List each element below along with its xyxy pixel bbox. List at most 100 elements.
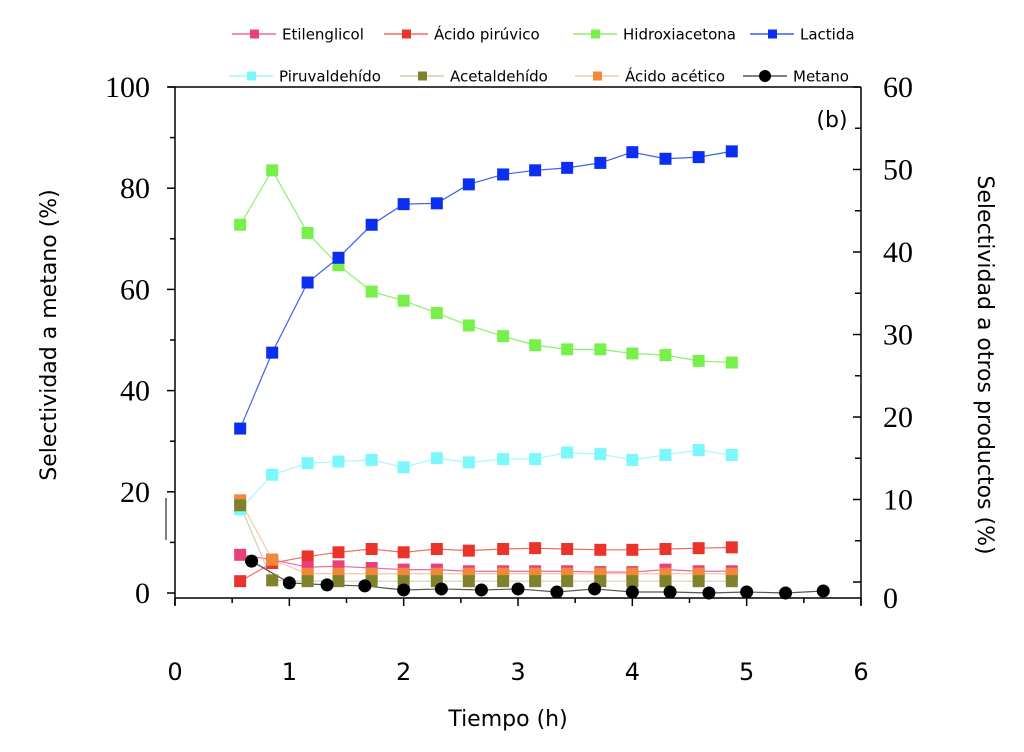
- data-point-acido-piruvico: [725, 541, 738, 554]
- legend-item-metano: Metano: [743, 68, 849, 86]
- series-line-acido-piruvico: [239, 546, 732, 582]
- series-markers: [234, 145, 830, 600]
- legend-label: Hidroxiacetona: [623, 26, 736, 44]
- x-tick-label: 4: [625, 658, 640, 686]
- right-tick-label: 60: [883, 71, 913, 104]
- left-tick-label: 20: [120, 476, 150, 509]
- data-point-lactida: [462, 178, 475, 191]
- data-point-piruvaldehido: [430, 452, 443, 465]
- data-point-acetaldehido: [725, 575, 738, 588]
- legend-label: Ácido pirúvico: [434, 25, 540, 44]
- data-point-lactida: [234, 422, 247, 435]
- x-tick-label: 2: [396, 658, 411, 686]
- data-point-hidroxiacetona: [659, 349, 672, 362]
- data-point-metano: [588, 582, 602, 596]
- left-tick-label: 60: [120, 273, 150, 306]
- data-point-piruvaldehido: [725, 448, 738, 461]
- data-point-acido-piruvico: [397, 546, 410, 559]
- left-axis-title: Selectividad a metano (%): [37, 189, 62, 481]
- data-point-acetaldehido: [462, 575, 475, 588]
- data-point-acetaldehido: [497, 575, 510, 588]
- x-tick-label: 3: [510, 658, 525, 686]
- data-point-etilenglicol: [234, 548, 247, 561]
- data-point-acido-piruvico: [332, 546, 345, 559]
- data-point-metano: [625, 585, 639, 599]
- data-point-metano: [816, 584, 830, 598]
- data-point-metano: [511, 582, 525, 596]
- legend-marker-square: [593, 71, 602, 81]
- data-point-hidroxiacetona: [626, 347, 639, 360]
- series-line-metano: [251, 560, 824, 594]
- legend-label: Metano: [793, 68, 849, 86]
- legend-marker-square: [247, 71, 256, 81]
- data-point-hidroxiacetona: [365, 285, 378, 298]
- legend-marker-square: [402, 29, 411, 39]
- x-tick-label: 0: [167, 658, 182, 686]
- data-point-lactida: [725, 145, 738, 158]
- x-axis-ticks: 0 1 2 3 4 5 6: [167, 598, 869, 686]
- legend-label: Acetaldehído: [450, 68, 548, 86]
- legend-item-etilenglicol: Etilenglicol: [232, 26, 364, 44]
- legend-label: Piruvaldehído: [279, 68, 381, 86]
- legend-label: Lactida: [800, 26, 855, 44]
- data-point-acetaldehido: [332, 575, 345, 588]
- data-point-lactida: [659, 152, 672, 165]
- data-point-metano: [358, 579, 372, 593]
- data-point-metano: [663, 585, 677, 599]
- data-point-piruvaldehido: [462, 456, 475, 469]
- x-tick-label: 5: [739, 658, 754, 686]
- data-point-hidroxiacetona: [692, 354, 705, 367]
- right-axis-ticks: 0 10 20 30 40 50 60: [853, 71, 913, 615]
- data-point-piruvaldehido: [497, 453, 510, 466]
- data-point-acido-piruvico: [301, 550, 314, 563]
- data-point-piruvaldehido: [692, 444, 705, 456]
- data-point-hidroxiacetona: [462, 319, 475, 332]
- data-point-metano: [474, 583, 488, 597]
- data-point-piruvaldehido: [659, 448, 672, 461]
- data-point-hidroxiacetona: [397, 294, 410, 307]
- data-point-acido-piruvico: [626, 543, 639, 556]
- legend-marker-square: [418, 71, 427, 81]
- data-point-hidroxiacetona: [529, 339, 542, 352]
- series-lines: [239, 150, 824, 594]
- legend-marker-square: [250, 29, 259, 39]
- data-point-lactida: [332, 251, 345, 264]
- data-point-hidroxiacetona: [725, 356, 738, 369]
- data-point-acido-piruvico: [692, 542, 705, 555]
- right-axis-title: Selectividad a otros productos (%): [972, 175, 997, 554]
- data-point-hidroxiacetona: [430, 307, 443, 320]
- right-tick-label: 20: [883, 401, 913, 434]
- x-tick-label: 6: [853, 658, 868, 686]
- data-point-metano: [397, 583, 411, 597]
- data-point-hidroxiacetona: [497, 330, 510, 343]
- data-point-metano: [740, 585, 754, 599]
- legend-marker-square: [591, 29, 600, 39]
- data-point-acido-piruvico: [430, 543, 443, 555]
- legend-label: Ácido acético: [625, 67, 725, 86]
- data-point-acido-piruvico: [561, 543, 574, 555]
- left-tick-label: 40: [120, 375, 150, 408]
- data-point-acetaldehido: [626, 575, 639, 588]
- data-point-piruvaldehido: [301, 457, 314, 470]
- data-point-acido-piruvico: [529, 542, 542, 555]
- data-point-acido-piruvico: [365, 543, 378, 555]
- data-point-acetaldehido: [692, 575, 705, 588]
- left-tick-label: 100: [105, 71, 150, 104]
- data-point-hidroxiacetona: [301, 227, 314, 240]
- data-point-metano: [702, 586, 716, 600]
- panel-label: (b): [816, 108, 847, 133]
- data-point-lactida: [561, 161, 574, 174]
- data-point-acido-piruvico: [234, 575, 247, 588]
- data-point-piruvaldehido: [266, 468, 279, 481]
- series-line-lactida: [239, 150, 732, 429]
- data-point-piruvaldehido: [626, 453, 639, 466]
- data-point-acido-acetico: [266, 553, 279, 566]
- data-point-lactida: [430, 197, 443, 210]
- left-tick-label: 80: [120, 172, 150, 205]
- legend-label: Etilenglicol: [282, 26, 364, 44]
- legend-item-acido-piruvico: Ácido pirúvico: [384, 25, 540, 44]
- x-axis-title: Tiempo (h): [447, 707, 567, 732]
- data-point-piruvaldehido: [332, 455, 345, 468]
- data-point-lactida: [692, 151, 705, 164]
